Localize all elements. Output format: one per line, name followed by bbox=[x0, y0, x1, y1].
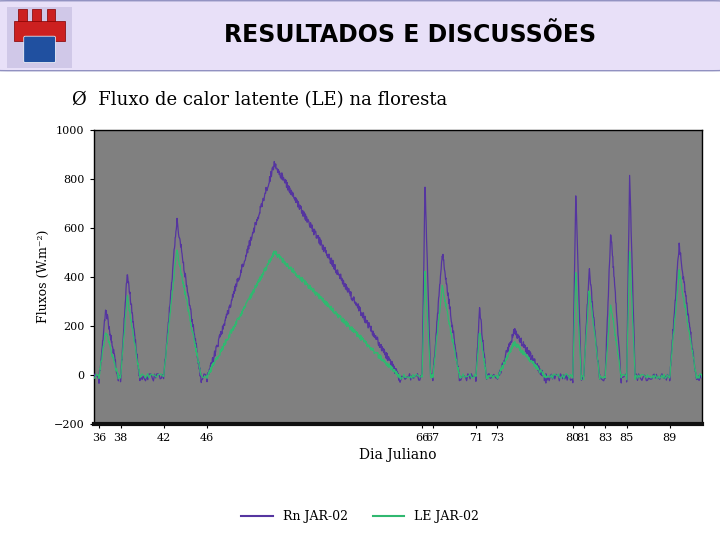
Line: LE JAR-02: LE JAR-02 bbox=[94, 250, 702, 380]
LE JAR-02 bbox=[210, 361, 219, 367]
LE JAR-02 bbox=[173, 247, 181, 253]
LE JAR-02 bbox=[622, 376, 631, 383]
LE JAR-02 bbox=[369, 345, 377, 352]
Rn JAR-02 bbox=[171, 242, 179, 248]
LE JAR-02 bbox=[170, 267, 179, 273]
FancyBboxPatch shape bbox=[7, 7, 72, 68]
Bar bbox=[47, 9, 55, 23]
Rn JAR-02 bbox=[343, 289, 352, 295]
LE JAR-02 bbox=[391, 370, 400, 377]
Rn JAR-02 bbox=[210, 350, 219, 357]
Rn JAR-02 bbox=[369, 333, 378, 340]
FancyBboxPatch shape bbox=[0, 1, 720, 71]
Bar bbox=[32, 9, 41, 23]
Rn JAR-02 bbox=[89, 375, 98, 381]
Bar bbox=[18, 9, 27, 23]
X-axis label: Dia Juliano: Dia Juliano bbox=[359, 449, 436, 462]
Rn JAR-02 bbox=[392, 366, 400, 372]
Rn JAR-02 bbox=[676, 251, 685, 258]
Legend: Rn JAR-02, LE JAR-02: Rn JAR-02, LE JAR-02 bbox=[236, 505, 484, 528]
LE JAR-02 bbox=[89, 375, 98, 381]
LE JAR-02 bbox=[698, 374, 706, 381]
Line: Rn JAR-02: Rn JAR-02 bbox=[94, 161, 702, 383]
Rn JAR-02 bbox=[94, 380, 103, 387]
Text: Ø  Fluxo de calor latente (LE) na floresta: Ø Fluxo de calor latente (LE) na florest… bbox=[72, 91, 447, 109]
LE JAR-02 bbox=[343, 319, 351, 326]
Y-axis label: Fluxos (W.m⁻²): Fluxos (W.m⁻²) bbox=[37, 230, 50, 323]
FancyBboxPatch shape bbox=[24, 36, 55, 63]
Text: RESULTADOS E DISCUSSÕES: RESULTADOS E DISCUSSÕES bbox=[225, 23, 596, 47]
Rn JAR-02 bbox=[270, 158, 279, 165]
LE JAR-02 bbox=[676, 273, 685, 280]
Bar bbox=[14, 21, 65, 41]
Rn JAR-02 bbox=[698, 375, 706, 381]
